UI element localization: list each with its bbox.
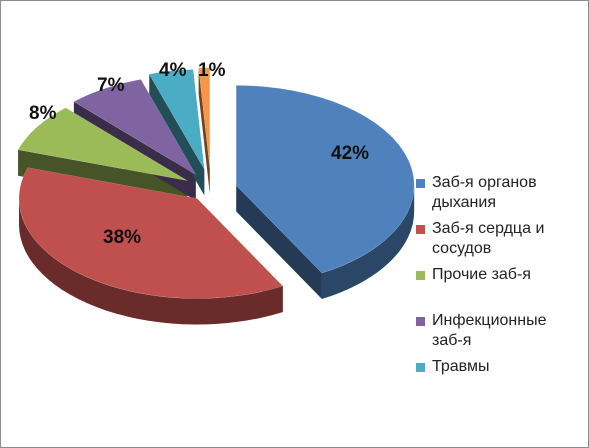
- legend-label-5-line-1: Травмы: [432, 358, 490, 375]
- legend-label-1-line-2: дыхания: [432, 194, 496, 211]
- data-label-2: 38%: [103, 227, 141, 248]
- pie-tops: [17, 67, 415, 299]
- slice-5-травмы-wall: [149, 74, 205, 196]
- data-label-6: 1%: [198, 60, 226, 81]
- slice-2-заб-я-сердца-и-сосудов-side: [18, 198, 283, 325]
- legend-swatch-4: [416, 317, 425, 326]
- legend-swatch-3: [416, 271, 425, 280]
- data-label-4: 7%: [97, 75, 125, 96]
- slice-2-заб-я-сердца-и-сосудов-top: [18, 167, 284, 299]
- data-label-1: 42%: [331, 143, 369, 164]
- pie-labels: 42% 38% 8% 7% 4% 1%: [29, 60, 369, 248]
- legend-label-1-line-1: Заб-я органов: [432, 174, 537, 191]
- slice-6-unlabeled-top: [198, 67, 211, 168]
- legend-label-2-line-1: Заб-я сердца и: [432, 220, 545, 237]
- legend-item-4: Инфекционные заб-я: [416, 311, 588, 351]
- legend-label-4-line-1: Инфекционные: [432, 312, 547, 329]
- slice-1-заб-я-органов-дыхания-side: [321, 185, 415, 300]
- legend-swatch-2: [416, 225, 425, 234]
- data-label-5: 4%: [159, 60, 187, 81]
- legend-item-5: Травмы: [416, 357, 588, 377]
- slice-6-unlabeled-wall: [198, 67, 210, 194]
- slice-1-заб-я-органов-дыхания-top: [235, 85, 415, 274]
- slice-4-инфекционные-заб-я-top: [73, 79, 197, 176]
- legend-label-4-line-2: заб-я: [432, 332, 472, 349]
- slice-5-травмы-top: [148, 69, 205, 170]
- legend-item-2: Заб-я сердца и сосудов: [416, 219, 588, 259]
- slice-1-заб-я-органов-дыхания-wall: [236, 185, 322, 300]
- data-label-3: 8%: [29, 103, 57, 124]
- legend-swatch-1: [416, 179, 425, 188]
- slice-3-прочие-заб-я-top: [17, 107, 188, 181]
- legend-item-3: Прочие заб-я: [416, 265, 588, 285]
- legend-label-3-line-1: Прочие заб-я: [432, 266, 531, 283]
- legend-label-2-line-2: сосудов: [432, 240, 492, 257]
- legend-swatch-5: [416, 363, 425, 372]
- legend: Заб-я органов дыхания Заб-я сердца и сосудо…: [416, 173, 588, 377]
- legend-item-1: Заб-я органов дыхания: [416, 173, 588, 213]
